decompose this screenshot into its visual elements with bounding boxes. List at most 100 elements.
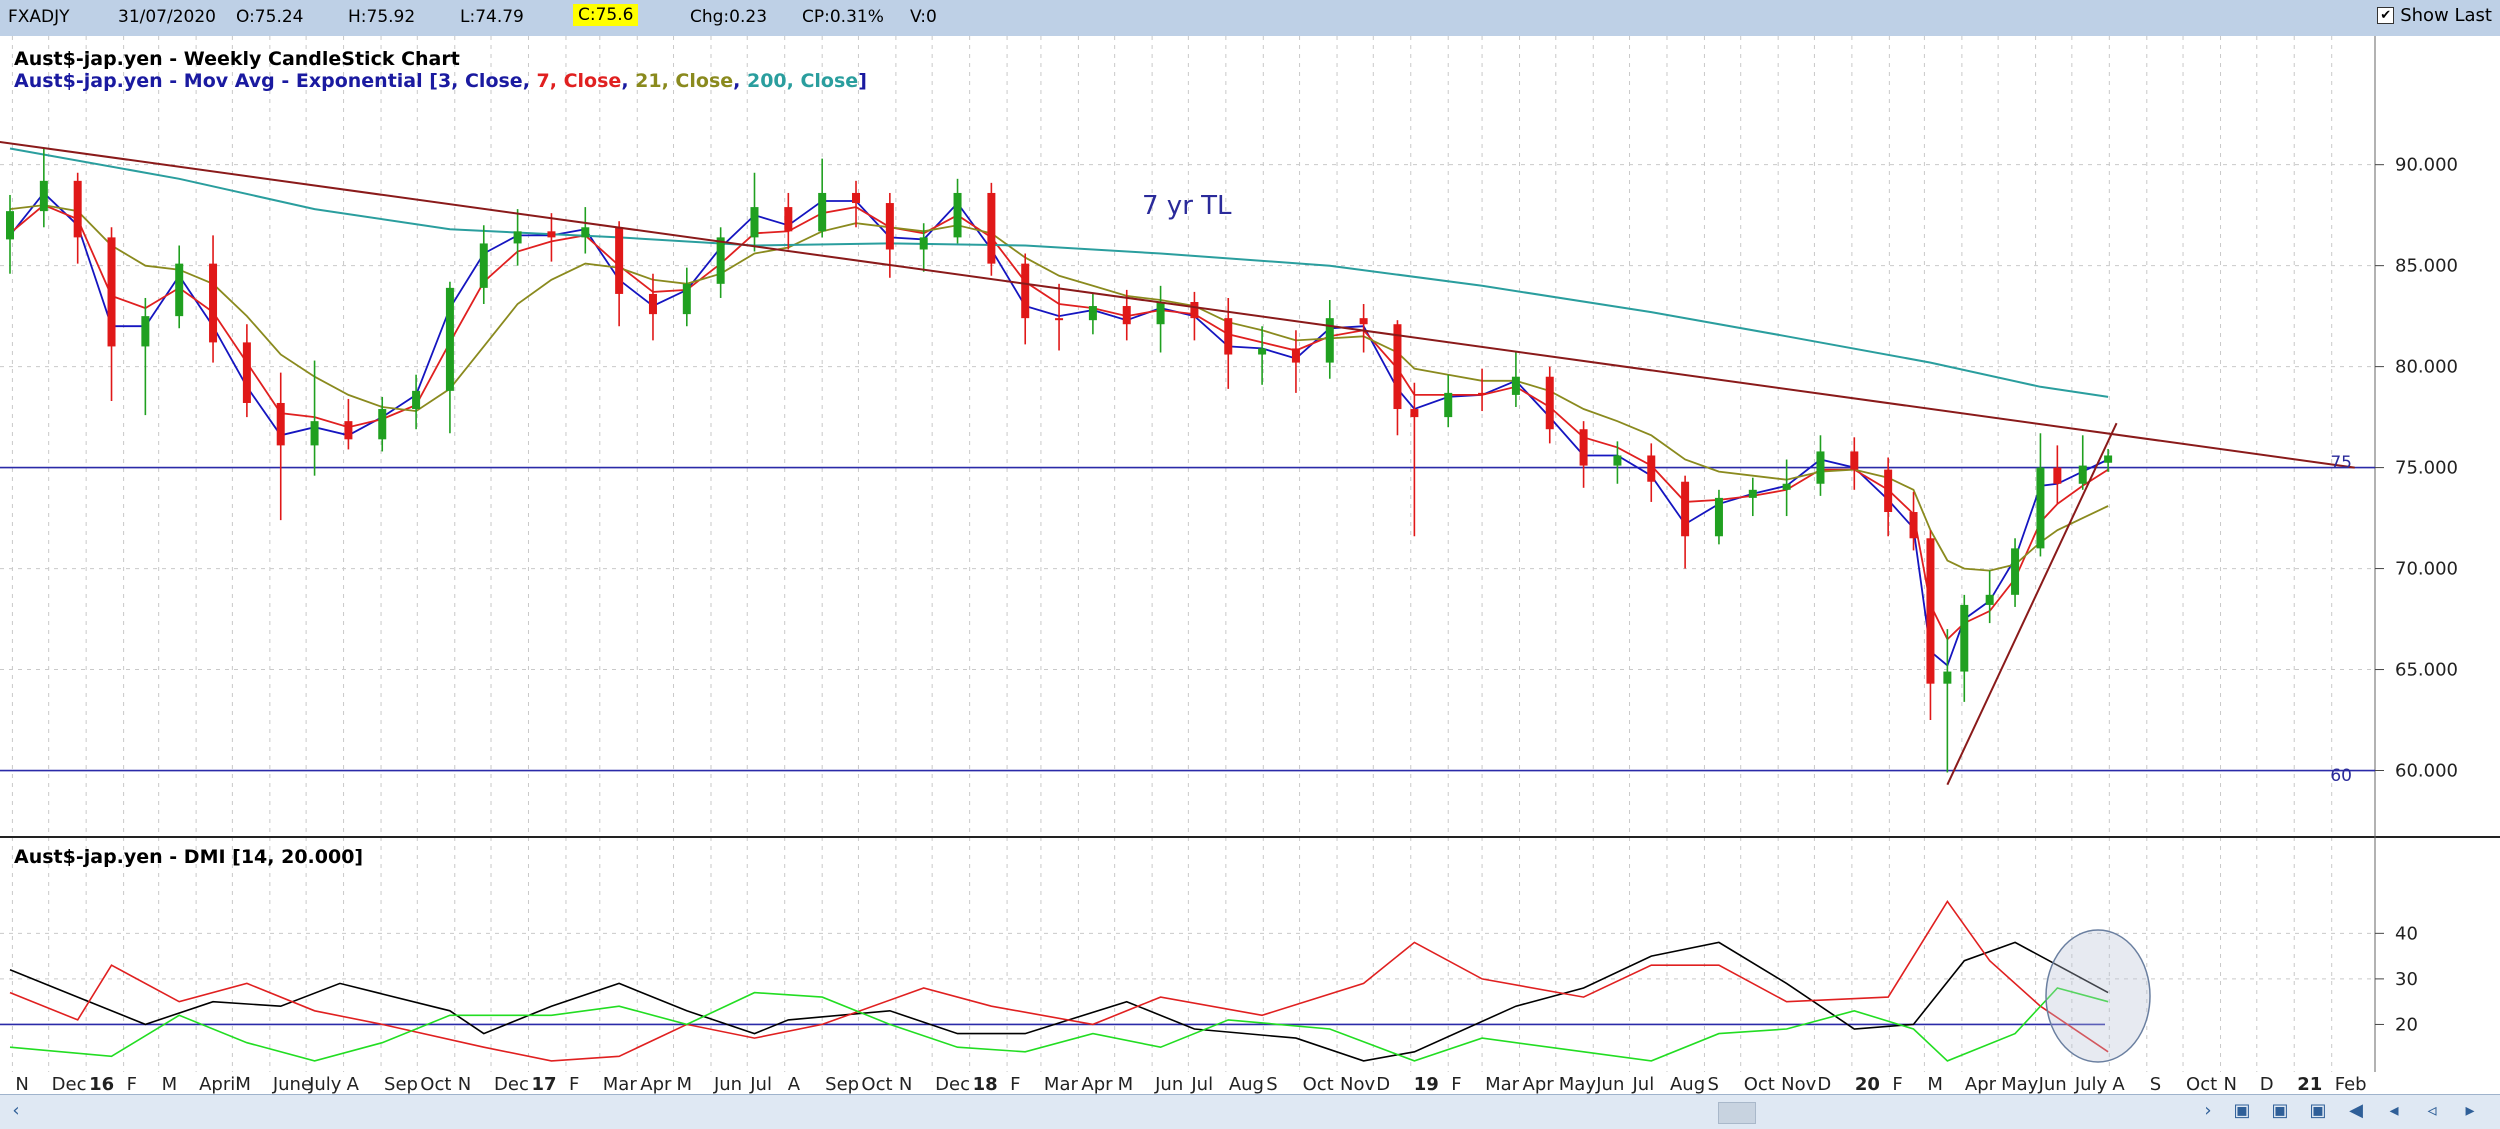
- x-label-14: 17: [531, 1074, 556, 1094]
- scroll-next-icon[interactable]: ▸: [2465, 1100, 2475, 1121]
- candle-16: [547, 213, 556, 262]
- x-label-7: June: [272, 1074, 312, 1094]
- candle-28: [953, 178, 962, 244]
- candle-41: [1393, 320, 1402, 436]
- x-label-22: Sep: [825, 1074, 859, 1094]
- x-label-63: Feb: [2335, 1074, 2367, 1094]
- x-label-37: D: [1376, 1074, 1390, 1094]
- price-tick-1: 85.000: [2395, 256, 2458, 277]
- high-value: H:75.92: [348, 7, 416, 27]
- candle-62: [2011, 538, 2020, 607]
- x-label-45: Aug: [1670, 1074, 1705, 1094]
- dmi-tick-2: 20: [2395, 1014, 2418, 1035]
- candle-54: [1816, 435, 1825, 496]
- dmi-line-1: [9, 899, 2109, 1062]
- x-label-11: Oct: [420, 1074, 451, 1094]
- show-last-toggle[interactable]: ✔ Show Last: [2377, 5, 2492, 26]
- x-label-34: S: [1266, 1074, 1277, 1094]
- candle-59: [1943, 629, 1952, 773]
- change-value: Chg:0.23: [690, 7, 768, 27]
- candle-35: [1190, 291, 1199, 341]
- x-label-50: 20: [1855, 1074, 1880, 1094]
- change-percent-value: CP:0.31%: [802, 7, 884, 27]
- x-label-27: F: [1010, 1074, 1020, 1094]
- trendline-annotation: 7 yr TL: [1142, 191, 1232, 221]
- candle-22: [750, 172, 759, 252]
- x-label-16: Mar: [603, 1074, 638, 1094]
- price-tick-4: 70.000: [2395, 559, 2458, 580]
- symbol-label: FXADJY: [8, 7, 70, 27]
- candle-29: [987, 182, 996, 276]
- price-tick-0: 90.000: [2395, 155, 2458, 176]
- x-label-17: Apr: [640, 1074, 672, 1094]
- candle-44: [1478, 368, 1487, 412]
- candle-13: [445, 281, 454, 434]
- x-label-0: N: [15, 1074, 28, 1094]
- candle-42: [1410, 382, 1419, 537]
- candle-65: [2078, 435, 2087, 490]
- x-label-35: Oct: [1303, 1074, 1334, 1094]
- ema-legend-suffix: ]: [858, 70, 867, 92]
- x-label-3: F: [127, 1074, 137, 1094]
- candle-43: [1444, 374, 1453, 428]
- candle-31: [1055, 283, 1064, 351]
- zoom-out-icon[interactable]: ▣: [2233, 1100, 2251, 1121]
- x-label-8: July: [308, 1074, 342, 1094]
- chart-background: [0, 36, 2500, 1094]
- x-label-61: D: [2260, 1074, 2274, 1094]
- x-label-28: Mar: [1044, 1074, 1079, 1094]
- candle-49: [1647, 443, 1656, 502]
- x-label-10: Sep: [384, 1074, 418, 1094]
- x-label-56: July: [2074, 1074, 2108, 1094]
- scroll-back-icon[interactable]: ◃: [2427, 1100, 2437, 1121]
- zoom-in-icon[interactable]: ▣: [2309, 1100, 2327, 1121]
- candle-3: [107, 227, 116, 401]
- scroll-left-icon[interactable]: ‹: [12, 1100, 20, 1121]
- candle-6: [209, 235, 218, 363]
- x-label-32: Jul: [1190, 1074, 1213, 1094]
- x-label-26: 18: [973, 1074, 998, 1094]
- show-last-checkbox[interactable]: ✔: [2377, 7, 2395, 24]
- candle-18: [615, 221, 624, 327]
- zoom-reset-icon[interactable]: ▣: [2271, 1100, 2289, 1121]
- scroll-prev-icon[interactable]: ◂: [2389, 1100, 2399, 1121]
- scroll-thumb[interactable]: [1718, 1102, 1756, 1124]
- price-tick-6: 60.000: [2395, 761, 2458, 782]
- ema7-legend: 7, Close: [536, 70, 622, 92]
- x-label-18: M: [677, 1074, 693, 1094]
- candle-46: [1545, 366, 1554, 444]
- candle-51: [1714, 489, 1723, 545]
- x-label-40: Mar: [1485, 1074, 1520, 1094]
- x-label-53: Apr: [1965, 1074, 1997, 1094]
- trendlines: [0, 140, 2355, 786]
- date-label: 31/07/2020: [118, 7, 216, 27]
- close-value: C:75.6: [573, 4, 639, 26]
- x-label-1: Dec: [52, 1074, 87, 1094]
- candle-23: [784, 192, 793, 250]
- candle-47: [1579, 421, 1588, 488]
- candle-4: [141, 297, 150, 416]
- candle-9: [310, 360, 319, 476]
- candle-14: [479, 225, 488, 305]
- scroll-first-icon[interactable]: ◀: [2349, 1100, 2363, 1121]
- candle-37: [1258, 326, 1267, 385]
- scroll-right-icon[interactable]: ›: [2204, 1100, 2212, 1121]
- candle-60: [1960, 594, 1969, 702]
- x-label-15: F: [569, 1074, 579, 1094]
- horizontal-scrollbar[interactable]: ‹ › ▣ ▣ ▣ ◀ ◂ ◃ ▸: [0, 1094, 2500, 1129]
- candle-20: [682, 267, 691, 327]
- level-75-label: 75: [2330, 453, 2352, 473]
- volume-value: V:0: [910, 7, 937, 27]
- x-label-25: Dec: [935, 1074, 970, 1094]
- ema-line-4: [9, 147, 2109, 398]
- dmi-tick-1: 30: [2395, 969, 2418, 990]
- x-label-62: 21: [2297, 1074, 2322, 1094]
- candle-19: [648, 273, 657, 341]
- candle-7: [242, 324, 251, 418]
- x-label-23: Oct: [861, 1074, 892, 1094]
- dmi-lines: [9, 899, 2109, 1062]
- candle-1: [39, 148, 48, 228]
- dmi-title: Aust$-jap.yen - DMI [14, 20.000]: [14, 846, 364, 868]
- low-value: L:74.79: [460, 7, 524, 27]
